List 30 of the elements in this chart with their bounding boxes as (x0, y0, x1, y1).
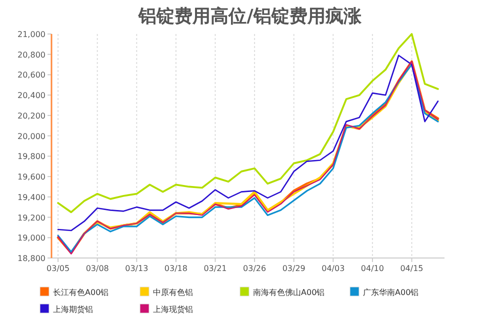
y-tick-label: 20,600 (18, 70, 46, 80)
x-tick-label: 04/03 (322, 264, 345, 273)
y-tick-label: 20,400 (18, 91, 46, 100)
y-tick-label: 18,800 (18, 254, 46, 263)
y-tick-label: 19,000 (18, 234, 46, 243)
y-tick-label: 19,400 (18, 192, 46, 202)
y-tick-label: 20,000 (18, 132, 46, 141)
x-tick-label: 03/29 (282, 264, 306, 273)
chart-title: 铝锭费用高位/铝锭费用疯涨 (138, 6, 362, 27)
x-tick-label: 03/08 (86, 264, 109, 273)
legend-label: 南海有色佛山A00铝 (253, 288, 325, 297)
y-tick-label: 20,800 (18, 50, 46, 60)
legend-label: 上海现货铝 (153, 305, 193, 314)
x-tick-label: 03/05 (46, 264, 70, 273)
x-tick-label: 03/13 (125, 264, 148, 273)
legend-label: 广东华南A00铝 (363, 288, 419, 297)
line-series (57, 33, 439, 214)
legend-label: 长江有色A00铝 (53, 288, 109, 297)
y-tick-label: 19,200 (18, 213, 46, 222)
y-tick-label: 19,600 (18, 172, 46, 182)
x-tick-label: 03/26 (243, 264, 266, 273)
x-tick-label: 04/15 (400, 264, 424, 273)
legend-label: 中原有色铝 (153, 288, 193, 297)
legend-label: 上海期货铝 (53, 305, 93, 314)
x-tick-label: 04/10 (360, 264, 384, 273)
y-tick-label: 21,000 (18, 30, 46, 39)
x-tick-label: 03/21 (204, 264, 227, 273)
y-tick-label: 20,200 (18, 111, 46, 120)
y-tick-label: 19,800 (18, 152, 46, 162)
x-tick-label: 03/18 (164, 264, 188, 273)
